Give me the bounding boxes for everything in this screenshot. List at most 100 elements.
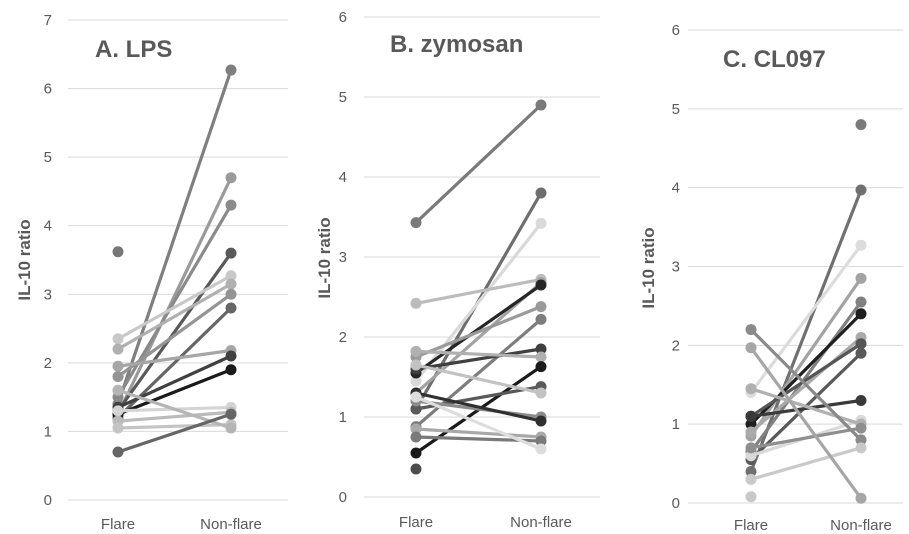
data-point (535, 217, 547, 229)
series-line (116, 410, 233, 423)
series-group (112, 64, 237, 458)
series (410, 279, 547, 379)
series (112, 408, 237, 458)
series-line (414, 277, 543, 305)
y-axis-label: IL-10 ratio (639, 227, 658, 308)
x-axis-ticks: Flare Non-flare (734, 517, 892, 534)
y-axis-label: IL-10 ratio (15, 219, 34, 300)
series (745, 422, 867, 454)
data-point (410, 463, 422, 475)
y-axis-ticks: 0 1 2 3 4 5 6 (339, 9, 347, 506)
series-line (414, 395, 543, 451)
data-point (855, 395, 867, 407)
y-tick-label: 5 (44, 149, 52, 166)
chart-title: A. LPS (95, 36, 172, 63)
panel-c-cl097: C. CL097 IL-10 ratio 0 1 2 3 4 5 6 Flare Non-fla… (639, 22, 903, 534)
data-point (112, 333, 124, 345)
series-line (116, 176, 233, 416)
y-tick-label: 0 (672, 495, 680, 512)
y-tick-label: 3 (44, 286, 52, 303)
data-point (225, 350, 237, 362)
series-line (116, 274, 233, 341)
series-line (749, 446, 863, 481)
series-line (116, 422, 233, 430)
series-line (414, 283, 543, 375)
data-point (745, 324, 757, 336)
y-tick-label: 2 (44, 355, 52, 372)
data-point (410, 359, 422, 371)
data-point (535, 443, 547, 455)
series-line (116, 348, 233, 368)
data-point (535, 415, 547, 427)
gridlines (688, 29, 903, 504)
data-point (855, 347, 867, 359)
y-tick-label: 1 (672, 416, 680, 433)
series (855, 119, 867, 131)
data-point (855, 119, 867, 131)
series (745, 324, 867, 446)
y-tick-label: 5 (672, 101, 680, 118)
data-point (112, 360, 124, 372)
data-point (410, 447, 422, 459)
panel-a-lps: A. LPS IL-10 ratio 0 1 2 3 4 5 6 7 Flare Non-flar… (15, 12, 288, 533)
series-line (414, 363, 543, 395)
y-tick-label: 6 (339, 9, 347, 26)
series-line (414, 399, 543, 419)
data-point (855, 422, 867, 434)
series (745, 342, 867, 504)
data-point (535, 279, 547, 291)
data-point (225, 288, 237, 300)
series (410, 391, 547, 455)
data-point (410, 375, 422, 387)
series (745, 395, 867, 422)
data-point (745, 473, 757, 485)
series (410, 359, 547, 399)
y-axis-label: IL-10 ratio (315, 217, 334, 298)
data-point (410, 345, 422, 357)
y-tick-label: 4 (44, 218, 52, 235)
series-line (116, 354, 233, 410)
data-point (410, 391, 422, 403)
data-point (112, 343, 124, 355)
x-tick-label: Flare (734, 517, 768, 534)
series-line (749, 327, 863, 442)
data-point (745, 450, 757, 462)
series (112, 199, 237, 403)
data-point (112, 246, 124, 258)
series-line (414, 221, 543, 383)
y-tick-label: 5 (339, 89, 347, 106)
series-line (414, 103, 543, 225)
y-tick-label: 4 (339, 169, 347, 186)
series-line (116, 368, 233, 416)
series-line (116, 282, 233, 351)
data-point (535, 387, 547, 399)
data-point (745, 426, 757, 438)
data-point (112, 371, 124, 383)
data-point (410, 297, 422, 309)
x-tick-label: Flare (101, 516, 135, 533)
series-line (414, 305, 543, 359)
data-point (855, 492, 867, 504)
series (112, 270, 237, 345)
data-point (410, 431, 422, 443)
data-point (225, 172, 237, 184)
x-tick-label: Flare (399, 514, 433, 531)
y-tick-label: 3 (339, 249, 347, 266)
series-line (414, 347, 543, 371)
series (410, 217, 547, 387)
data-point (745, 418, 757, 430)
chart-title: B. zymosan (390, 31, 523, 58)
data-point (410, 423, 422, 435)
series-line (116, 68, 233, 406)
series (410, 463, 422, 475)
data-point (225, 422, 237, 434)
data-point (855, 442, 867, 454)
series-line (749, 398, 863, 418)
data-point (855, 434, 867, 446)
data-point (745, 465, 757, 477)
series (112, 246, 124, 258)
data-point (745, 383, 757, 395)
data-point (225, 247, 237, 259)
data-point (535, 187, 547, 199)
data-point (535, 301, 547, 313)
